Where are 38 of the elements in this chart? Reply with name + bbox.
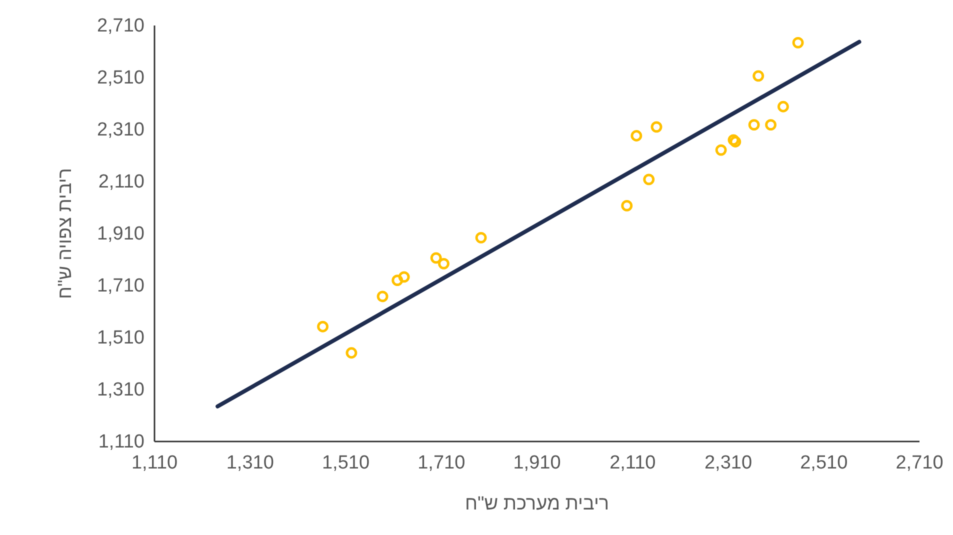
point [392,274,404,286]
point [430,252,442,264]
x-axis-title: ריבית מערכת ש"ח [464,494,610,514]
x-tick-label: 1,110 [131,452,178,474]
x-tick-label: 2,310 [704,452,752,474]
point [748,119,760,131]
point [438,258,450,270]
point [621,200,633,212]
point [792,36,804,48]
point [643,174,655,186]
x-tick-label: 2,110 [610,452,656,474]
y-tick-label: 1,710 [96,276,144,296]
y-tick-label: 2,510 [96,68,144,88]
y-tick-label: 2,310 [96,120,144,140]
y-tick-label: 2,710 [96,16,144,36]
point [777,100,789,112]
point [752,70,764,82]
x-tick-label: 1,710 [418,452,466,474]
x-tick-label: 1,910 [513,452,561,474]
point [376,290,388,302]
y-tick-label: 1,110 [98,432,144,452]
point [475,232,487,244]
point [630,130,642,142]
point [346,347,358,359]
y-tick-label: 2,110 [98,172,144,192]
x-tick-label: 2,710 [896,452,944,474]
point [398,271,410,283]
x-tick-label: 2,510 [800,452,848,474]
y-axis-title: ריבית צפויה ש"ח [54,168,76,299]
y-tick-label: 1,910 [96,224,144,244]
point [765,119,777,131]
x-tick-label: 1,510 [322,452,370,474]
x-tick-label: 1,310 [226,452,274,474]
point [317,320,328,332]
point [715,144,727,156]
y-tick-label: 1,510 [96,328,144,348]
point [650,121,662,133]
y-tick-label: 1,310 [96,380,144,400]
